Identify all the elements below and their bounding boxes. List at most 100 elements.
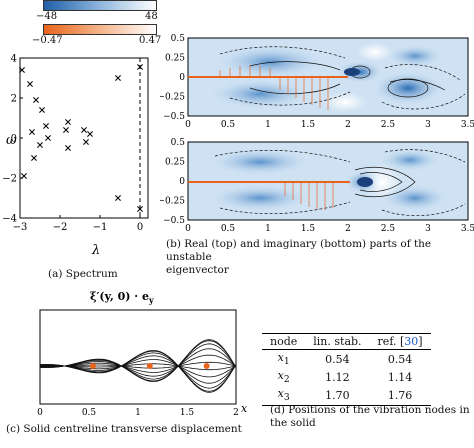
eigenvector-xtick-label: 3.5 — [461, 224, 474, 232]
eigenvector-ytick-label: 0 — [179, 73, 185, 83]
spectrum-point — [19, 67, 25, 73]
spectrum-point — [115, 75, 121, 81]
displacement-title: ξ′(y, 0) · ey — [90, 290, 154, 305]
eigenvector-xtick-label: 1.5 — [301, 120, 316, 130]
eigenvector-xtick-label: 3 — [425, 224, 431, 232]
spectrum-point — [39, 107, 45, 113]
spectrum-point — [37, 142, 43, 148]
displacement-xticks: 0 0.5 1 1.5 2 — [37, 408, 239, 418]
eigenvector-xtick-label: 2.5 — [381, 224, 396, 232]
spectrum-ylabel: ω — [6, 133, 17, 148]
displacement-xtick-label: 1 — [135, 408, 141, 418]
spectrum-point — [83, 139, 89, 145]
spectrum-point — [33, 97, 39, 103]
eigenvector-ytick-label: 0.25 — [165, 158, 185, 168]
eigenvector-caption-line1: (b) Real (top) and imaginary (bottom) pa… — [166, 238, 432, 264]
table-header-node: node — [262, 333, 306, 350]
eigenvector-fields: 0 0.5 1 1.5 2 2.5 3 3.5 0 0.5 1 1.5 2 2.5 3 3.5 0.5 0.25… — [160, 34, 474, 232]
displacement-node-marker — [203, 363, 210, 369]
spectrum-point — [45, 135, 51, 141]
table-cell-lin: 1.12 — [325, 370, 350, 384]
table-cell-ref: 1.76 — [369, 386, 431, 406]
eigenvector-xtick-label: 1 — [265, 224, 271, 232]
table-cell-node: x1 — [277, 351, 290, 368]
table-row: x3 1.70 1.76 — [262, 386, 431, 406]
eigenvector-xtick-label: 0 — [185, 120, 191, 130]
spectrum-frame — [19, 57, 149, 219]
table-cell-lin: 0.54 — [325, 352, 350, 366]
eigenvector-ytick-label: −0.5 — [163, 216, 185, 226]
spectrum-points — [19, 64, 143, 212]
eigenvector-ytick-label: 0.5 — [171, 34, 186, 44]
colorbar-orange-max: 0.47 — [139, 35, 162, 46]
eigenvector-ytick-label: 0 — [179, 177, 185, 187]
spectrum-xlabel: λ — [91, 243, 100, 258]
table-header-lin: lin. stab. — [305, 333, 370, 350]
colorbar-orange — [43, 24, 157, 35]
table-header-ref: ref. [30] — [369, 333, 431, 350]
colorbar-blue — [43, 0, 157, 11]
table-cell-node: x2 — [277, 369, 290, 386]
spectrum-point — [65, 145, 71, 151]
displacement-curve — [40, 354, 237, 373]
spectrum-chart: −3 −2 −1 0 −4 −2 0 2 4 ω λ — [2, 54, 149, 258]
spectrum-point — [81, 127, 87, 133]
spectrum-xtick-label: −3 — [13, 222, 28, 233]
spectrum-caption: (a) Spectrum — [48, 268, 118, 280]
spectrum-point — [87, 131, 93, 137]
displacement-node-marker — [89, 363, 96, 369]
spectrum-ytick-label: 2 — [11, 94, 17, 105]
colorbar-blue-min: −48 — [36, 11, 58, 22]
spectrum-point — [31, 155, 37, 161]
eigenvector-xtick-label: 0.5 — [221, 224, 236, 232]
eigenvector-xtick-label: 3.5 — [461, 120, 474, 130]
eigenvector-ytick-label: −0.5 — [163, 112, 185, 122]
eigenvector-xtick-label: 2 — [345, 224, 351, 232]
displacement-xtick-label: 1.5 — [180, 408, 195, 418]
displacement-xtick-label: 0 — [37, 408, 43, 418]
eigenvector-xticks: 0 0.5 1 1.5 2 2.5 3 3.5 0 0.5 1 1.5 2 2.5 3 3.5 — [185, 120, 474, 232]
nodes-table: node lin. stab. ref. [30] x1 0.54 0.54 x… — [262, 333, 431, 406]
nodes-caption: (d) Positions of the vibration nodes in … — [270, 404, 470, 430]
eigenvector-ytick-label: −0.25 — [160, 197, 185, 207]
displacement-curves — [40, 339, 237, 393]
displacement-curve — [40, 348, 237, 377]
table-cell-ref: 1.14 — [387, 370, 413, 384]
displacement-chart: ξ′(y, 0) · ey 0 0.5 1 1.5 2 x — [37, 290, 248, 418]
eigenvector-xtick-label: 3 — [425, 120, 431, 130]
spectrum-point — [27, 81, 33, 87]
displacement-nodes — [89, 363, 210, 369]
table-row: x2 1.12 1.14 — [262, 368, 431, 386]
table-cell-node: x3 — [262, 386, 306, 406]
displacement-caption: (c) Solid centreline transverse displace… — [6, 423, 242, 435]
spectrum-ytick-label: 0 — [11, 134, 17, 145]
nodes-caption-line2: the solid — [270, 417, 316, 430]
eigenvector-xtick-label: 2 — [345, 120, 351, 130]
eigenvector-imag-panel — [187, 141, 469, 221]
eigenvector-ytick-label: 0.25 — [165, 54, 185, 64]
spectrum-point — [115, 195, 121, 201]
displacement-curve — [40, 363, 237, 371]
table-row: x1 0.54 0.54 — [262, 350, 431, 369]
spectrum-ytick-label: −4 — [2, 214, 17, 225]
eigenvector-xtick-label: 1 — [265, 120, 271, 130]
spectrum-xtick-label: 0 — [137, 222, 143, 233]
displacement-node-marker — [146, 363, 153, 369]
eigenvector-ytick-label: −0.25 — [160, 93, 185, 103]
spectrum-point — [43, 123, 49, 129]
eigenvector-ytick-label: 0.5 — [171, 138, 186, 148]
spectrum-point — [63, 127, 69, 133]
displacement-xtick-label: 2 — [233, 408, 239, 418]
spectrum-point — [137, 64, 143, 70]
eigenvector-caption-line2: eigenvector — [166, 264, 229, 277]
spectrum-point — [137, 206, 143, 212]
displacement-frame — [39, 309, 237, 405]
eigenvector-yticks: 0.5 0.25 0 −0.25 −0.5 0.5 0.25 0 −0.25 −0.5 — [160, 34, 185, 226]
displacement-curve — [40, 361, 237, 369]
eigenvector-caption: (b) Real (top) and imaginary (bottom) pa… — [166, 238, 472, 277]
eigenvector-xtick-label: 0 — [185, 224, 191, 232]
spectrum-yticks: −4 −2 0 2 4 — [2, 54, 23, 225]
table-cell-ref: 0.54 — [387, 352, 413, 366]
spectrum-point — [29, 129, 35, 135]
displacement-curve — [40, 350, 237, 393]
